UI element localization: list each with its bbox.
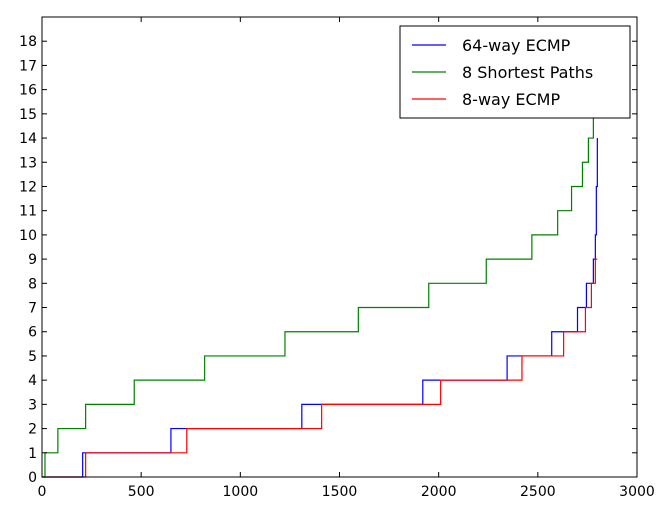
y-tick-label: 5 bbox=[28, 349, 37, 365]
y-tick-label: 1 bbox=[28, 446, 37, 462]
y-tick-label: 13 bbox=[19, 155, 37, 171]
y-tick-label: 2 bbox=[28, 422, 37, 438]
x-tick-label: 1000 bbox=[223, 484, 259, 500]
y-tick-label: 14 bbox=[19, 131, 37, 147]
y-tick-label: 0 bbox=[28, 470, 37, 486]
x-tick-label: 500 bbox=[128, 484, 155, 500]
y-tick-label: 16 bbox=[19, 83, 37, 99]
legend-label-0: 64-way ECMP bbox=[462, 36, 571, 55]
y-tick-label: 11 bbox=[19, 204, 37, 220]
series-line-2 bbox=[42, 258, 598, 478]
x-tick-label: 3000 bbox=[619, 484, 655, 500]
x-tick-label: 0 bbox=[38, 484, 47, 500]
x-axis: 0 500 1000 1500 2000 2500 3000 bbox=[38, 17, 655, 500]
y-tick-label: 8 bbox=[28, 276, 37, 292]
y-tick-label: 10 bbox=[19, 228, 37, 244]
legend-label-1: 8 Shortest Paths bbox=[462, 63, 593, 82]
legend: 64-way ECMP 8 Shortest Paths 8-way ECMP bbox=[399, 25, 631, 119]
y-tick-label: 4 bbox=[28, 373, 37, 389]
y-tick-label: 6 bbox=[28, 325, 37, 341]
x-tick-label: 2500 bbox=[520, 484, 556, 500]
y-tick-label: 3 bbox=[28, 397, 37, 413]
y-tick-label: 18 bbox=[19, 34, 37, 50]
y-tick-label: 17 bbox=[19, 58, 37, 74]
y-tick-label: 15 bbox=[19, 107, 37, 123]
series-layer bbox=[42, 113, 598, 478]
y-tick-label: 7 bbox=[28, 301, 37, 317]
x-tick-label: 2000 bbox=[421, 484, 457, 500]
legend-label-2: 8-way ECMP bbox=[462, 90, 560, 109]
series-line-0 bbox=[42, 138, 598, 478]
series-line-1 bbox=[42, 113, 594, 478]
y-tick-label: 12 bbox=[19, 179, 37, 195]
y-tick-label: 9 bbox=[28, 252, 37, 268]
x-tick-label: 1500 bbox=[322, 484, 358, 500]
